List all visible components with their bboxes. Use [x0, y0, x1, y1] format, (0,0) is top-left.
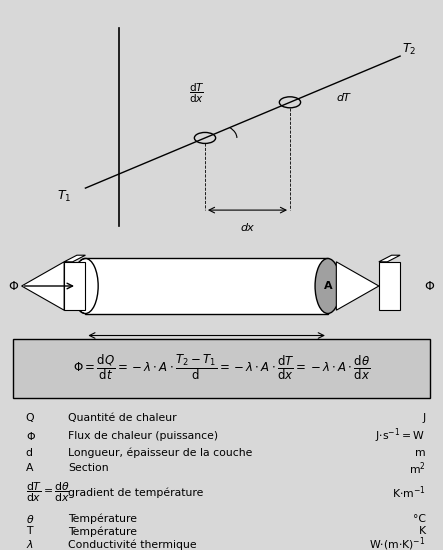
Text: d: d [26, 448, 33, 458]
Polygon shape [64, 262, 85, 310]
Text: Température: Température [68, 526, 137, 537]
Text: $T_1$: $T_1$ [57, 189, 71, 205]
Text: Longueur, épaisseur de la couche: Longueur, épaisseur de la couche [68, 448, 253, 458]
FancyBboxPatch shape [13, 339, 430, 398]
Text: Température: Température [68, 513, 137, 524]
Text: A: A [26, 464, 33, 474]
Text: $\Phi = \dfrac{\mathrm{d}Q}{\mathrm{d}t} = -\lambda \cdot A \cdot \dfrac{T_2 - T: $\Phi = \dfrac{\mathrm{d}Q}{\mathrm{d}t}… [73, 353, 370, 382]
Text: Quantité de chaleur: Quantité de chaleur [68, 414, 177, 424]
Ellipse shape [73, 258, 98, 314]
Text: $\dfrac{\mathrm{d}T}{\mathrm{d}x}$: $\dfrac{\mathrm{d}T}{\mathrm{d}x}$ [189, 82, 204, 105]
Ellipse shape [315, 258, 341, 314]
FancyBboxPatch shape [85, 258, 328, 314]
Text: $\lambda$: $\lambda$ [26, 538, 34, 550]
Text: Section: Section [68, 464, 109, 474]
Text: A: A [323, 281, 332, 291]
Text: $\mathrm{K{\cdot}m^{-1}}$: $\mathrm{K{\cdot}m^{-1}}$ [392, 485, 426, 501]
Text: dT: dT [337, 93, 350, 103]
Text: $T_2$: $T_2$ [401, 42, 416, 57]
Text: Q: Q [26, 414, 35, 424]
Text: $\Phi$: $\Phi$ [424, 279, 435, 293]
Text: $\Phi$: $\Phi$ [26, 430, 36, 442]
Text: °C: °C [412, 514, 426, 524]
Text: $\mathrm{J{\cdot}s^{-1}} = \mathrm{W}$: $\mathrm{J{\cdot}s^{-1}} = \mathrm{W}$ [375, 426, 426, 445]
Text: gradient de température: gradient de température [68, 487, 204, 498]
Text: T: T [26, 526, 32, 536]
Text: Flux de chaleur (puissance): Flux de chaleur (puissance) [68, 431, 218, 441]
Text: $\theta$: $\theta$ [26, 513, 34, 525]
Polygon shape [379, 255, 400, 262]
Polygon shape [64, 255, 85, 262]
Text: $\dfrac{\mathrm{d}T}{\mathrm{d}x} = \dfrac{\mathrm{d}\theta}{\mathrm{d}x}$: $\dfrac{\mathrm{d}T}{\mathrm{d}x} = \dfr… [26, 481, 70, 504]
Text: d: d [203, 341, 210, 354]
Text: J: J [422, 414, 426, 424]
Text: K: K [419, 526, 426, 536]
Polygon shape [379, 262, 400, 310]
Text: $\mathrm{m^2}$: $\mathrm{m^2}$ [409, 460, 426, 477]
Text: dx: dx [241, 223, 254, 233]
Polygon shape [22, 262, 64, 310]
Text: Conductivité thermique: Conductivité thermique [68, 539, 197, 549]
Text: m: m [415, 448, 426, 458]
Text: $\mathrm{W{\cdot}(m{\cdot}K)^{-1}}$: $\mathrm{W{\cdot}(m{\cdot}K)^{-1}}$ [369, 536, 426, 550]
Text: $\Phi$: $\Phi$ [8, 279, 19, 293]
Polygon shape [336, 262, 379, 310]
